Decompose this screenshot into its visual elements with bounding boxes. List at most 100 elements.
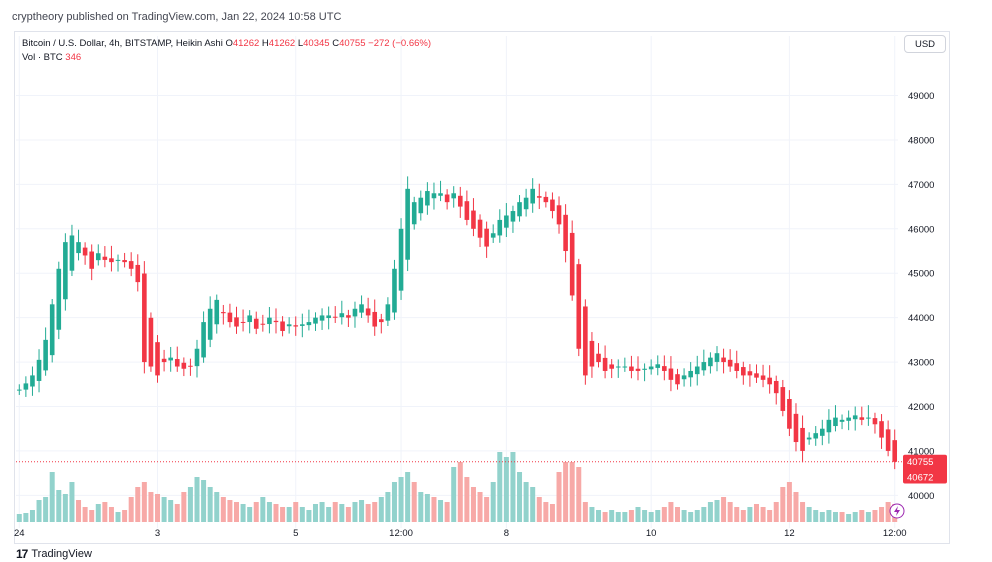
volume-bar — [701, 507, 707, 522]
candle-body — [767, 377, 772, 385]
volume-bar — [299, 507, 305, 522]
candle-body — [675, 374, 680, 385]
volume-bar — [411, 482, 417, 522]
candle-body — [49, 304, 55, 356]
volume-bar — [29, 510, 35, 522]
volume-bar — [319, 502, 325, 522]
candle-body — [464, 201, 470, 220]
volume-bar — [602, 512, 608, 522]
candle-body — [359, 304, 364, 313]
candle-body — [530, 188, 535, 204]
candle-body — [128, 261, 134, 269]
volume-bar — [503, 457, 509, 522]
candle-body — [142, 273, 147, 363]
legend-symbol: Bitcoin / U.S. Dollar, 4h, BITSTAMP, Hei… — [22, 38, 223, 49]
volume-bar — [582, 502, 588, 522]
volume-bar — [89, 510, 95, 522]
volume-bar — [628, 510, 634, 522]
candle-body — [43, 339, 48, 371]
candle-body — [510, 211, 516, 222]
volume-bar — [747, 507, 753, 522]
candle-body — [734, 363, 740, 371]
time-tick-label: 12:00 — [883, 528, 907, 539]
candle-body — [405, 188, 410, 260]
volume-bar — [681, 510, 687, 522]
volume-bar — [635, 507, 641, 522]
candle-body — [813, 433, 819, 439]
candle-body — [385, 304, 391, 321]
candle-body — [69, 235, 75, 271]
candle-body — [721, 357, 726, 363]
volume-bar — [339, 504, 345, 522]
candle-body — [609, 364, 614, 369]
volume-bar — [95, 504, 101, 522]
candle-body — [563, 214, 568, 252]
currency-button[interactable]: USD — [904, 35, 946, 53]
volume-bar — [510, 452, 516, 522]
volume-bar — [135, 487, 141, 522]
volume-bar — [36, 500, 42, 522]
candle-body — [253, 318, 259, 329]
volume-bar — [780, 487, 786, 522]
volume-bar — [16, 514, 22, 522]
volume-bar — [398, 477, 404, 522]
candle-body — [339, 313, 345, 318]
candle-body — [313, 317, 318, 324]
candle-body — [576, 264, 582, 349]
candle-body — [866, 417, 871, 419]
volume-bar — [266, 502, 272, 522]
candle-body — [833, 417, 838, 427]
candle-body — [425, 191, 430, 206]
publisher-line: cryptheory published on TradingView.com,… — [12, 11, 342, 23]
candle-body — [846, 417, 851, 421]
volume-bar — [674, 507, 681, 522]
chart-legend: Bitcoin / U.S. Dollar, 4h, BITSTAMP, Hei… — [22, 37, 431, 65]
volume-bar — [484, 497, 490, 522]
volume-bar — [773, 502, 779, 522]
candle-body — [648, 366, 654, 370]
volume-bar — [819, 512, 825, 522]
candle-body — [451, 193, 457, 199]
candle-body — [392, 268, 397, 313]
candle-body — [56, 268, 62, 330]
candle-body — [872, 418, 878, 425]
volume-bar — [793, 492, 799, 522]
volume-bar — [418, 492, 424, 522]
candle-body — [240, 321, 246, 323]
candle-body — [352, 308, 358, 317]
volume-bar — [148, 492, 154, 522]
legend-open-value: 41262 — [232, 38, 260, 49]
volume-bar — [826, 510, 832, 522]
footer-brand[interactable]: 17 TradingView — [16, 547, 92, 561]
volume-bar — [806, 507, 812, 522]
candle-body — [773, 380, 779, 394]
volume-bar — [832, 512, 838, 522]
candle-body — [431, 193, 437, 199]
volume-bar — [273, 504, 279, 522]
candle-body — [102, 256, 108, 260]
volume-bar — [885, 502, 891, 522]
volume-bar — [642, 510, 648, 522]
volume-bar — [405, 472, 411, 522]
candle-body — [793, 413, 799, 443]
candle-body — [319, 315, 325, 321]
volume-bar — [174, 504, 180, 522]
legend-change: −272 (−0.66%) — [368, 38, 431, 49]
candle-body — [536, 196, 542, 198]
volume-bar — [694, 510, 700, 522]
candle-body — [556, 205, 562, 225]
candle-body — [747, 371, 753, 376]
candle-body — [662, 366, 667, 371]
volume-bar — [846, 514, 852, 522]
volume-bar — [444, 502, 450, 522]
volume-bar — [194, 477, 200, 522]
volume-bar — [569, 462, 575, 522]
candle-body — [642, 368, 647, 370]
candle-body — [260, 323, 266, 325]
candle-body — [701, 362, 707, 371]
volume-bar — [227, 500, 233, 522]
legend-open-label: O — [225, 38, 233, 49]
volume-bar — [576, 467, 582, 522]
candle-body — [694, 366, 700, 375]
